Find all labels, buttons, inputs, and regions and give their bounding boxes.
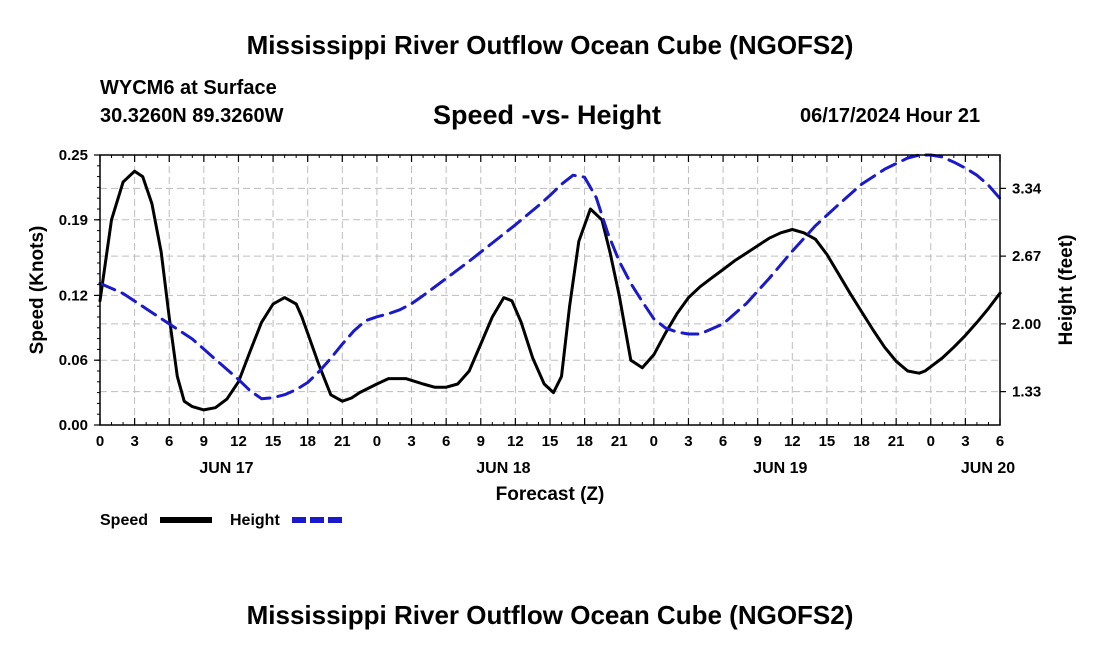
y-tick-label: 0.00 — [59, 417, 88, 434]
x-tick-label: 9 — [754, 433, 762, 450]
x-tick-label: 15 — [265, 433, 282, 450]
x-tick-label: 9 — [477, 433, 485, 450]
axis-labels: 0 3 6 9 12 15 18 21 0 3 6 9 12 15 18 21 0 3 6 9 12 15 18 21 0 3 6 J… — [27, 147, 1077, 505]
x-tick-label: 18 — [576, 433, 593, 450]
station-coordinates: 30.3260N 89.3260W — [100, 105, 284, 127]
x-tick-label: 3 — [684, 433, 692, 450]
second-chart-title: Mississippi River Outflow Ocean Cube (NG… — [246, 600, 854, 630]
x-tick-label: 3 — [961, 433, 969, 450]
height-series-line — [98, 153, 1002, 401]
chart-title: Mississippi River Outflow Ocean Cube (NG… — [246, 30, 854, 60]
y2-tick-label: 2.00 — [1012, 316, 1041, 333]
x-tick-label: 21 — [888, 433, 905, 450]
x-tick-label: 12 — [784, 433, 801, 450]
x-tick-label: 12 — [507, 433, 524, 450]
x-tick-label: 0 — [927, 433, 935, 450]
x-tick-label: 21 — [611, 433, 628, 450]
forecast-datetime: 06/17/2024 Hour 21 — [800, 105, 981, 127]
y2-tick-label: 1.33 — [1012, 384, 1041, 401]
date-label: JUN 19 — [753, 460, 807, 477]
x-tick-label: 0 — [96, 433, 104, 450]
x-tick-label: 21 — [334, 433, 351, 450]
y-tick-label: 0.25 — [59, 147, 88, 164]
x-tick-label: 0 — [650, 433, 658, 450]
x-tick-label: 0 — [373, 433, 381, 450]
x-tick-label: 3 — [130, 433, 138, 450]
x-tick-label: 18 — [299, 433, 316, 450]
y-tick-label: 0.19 — [59, 212, 88, 229]
y-axis-title: Speed (Knots) — [27, 226, 48, 355]
x-tick-label: 3 — [407, 433, 415, 450]
x-tick-label: 6 — [996, 433, 1004, 450]
legend: Speed Height — [100, 512, 342, 529]
date-label: JUN 20 — [961, 460, 1015, 477]
plot-frame — [99, 154, 1001, 426]
y2-axis-title: Height (feet) — [1056, 235, 1077, 346]
date-label: JUN 17 — [199, 460, 253, 477]
station-label: WYCM6 at Surface — [100, 77, 277, 99]
y2-tick-label: 2.67 — [1012, 248, 1041, 265]
chart-subtitle: Speed -vs- Height — [433, 100, 662, 130]
y-tick-label: 0.06 — [59, 352, 88, 369]
x-tick-label: 15 — [819, 433, 836, 450]
speed-series-line — [98, 169, 1002, 412]
date-label: JUN 18 — [476, 460, 530, 477]
series-lines — [98, 153, 1002, 412]
x-tick-label: 6 — [719, 433, 727, 450]
x-tick-label: 15 — [542, 433, 559, 450]
x-tick-label: 12 — [230, 433, 247, 450]
y-tick-label: 0.12 — [59, 287, 88, 304]
x-tick-label: 9 — [200, 433, 208, 450]
y2-tick-label: 3.34 — [1012, 180, 1042, 197]
x-tick-label: 6 — [442, 433, 450, 450]
x-tick-label: 6 — [165, 433, 173, 450]
x-tick-label: 18 — [853, 433, 870, 450]
legend-height-label: Height — [230, 512, 280, 529]
legend-speed-label: Speed — [100, 512, 148, 529]
x-axis-title: Forecast (Z) — [496, 484, 605, 505]
